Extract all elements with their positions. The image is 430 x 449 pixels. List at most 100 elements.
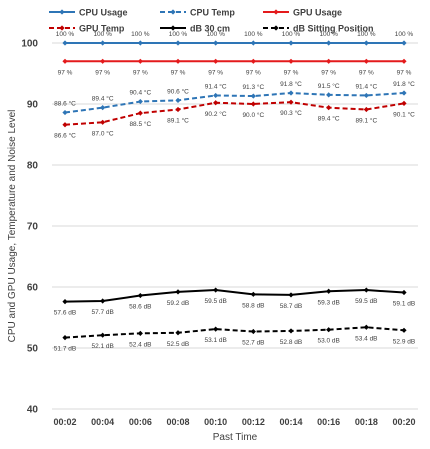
data-label: 100 %	[56, 31, 75, 38]
data-point	[401, 58, 407, 64]
x-axis-title: Past Time	[213, 432, 258, 443]
legend-label: CPU Usage	[79, 8, 128, 18]
y-tick-label: 50	[27, 344, 39, 355]
data-point	[62, 335, 68, 341]
data-label: 97 %	[397, 69, 412, 76]
series-line	[64, 92, 405, 114]
x-tick-label: 00:14	[279, 417, 302, 427]
data-label: 59.5 dB	[204, 298, 226, 305]
series-lines	[62, 40, 407, 341]
legend-marker	[273, 25, 279, 31]
data-label: 91.5 °C	[318, 82, 340, 90]
data-point	[100, 298, 106, 304]
y-tick-label: 100	[21, 39, 38, 50]
x-tick-label: 00:20	[392, 417, 415, 427]
series-cpu-temp	[62, 90, 407, 116]
data-label: 59.5 dB	[355, 298, 377, 305]
x-tick-label: 00:16	[317, 417, 340, 427]
data-point	[213, 100, 219, 106]
data-point	[250, 40, 256, 46]
data-point	[288, 58, 294, 64]
data-point	[175, 330, 181, 336]
data-point	[363, 106, 369, 113]
data-point	[363, 324, 369, 330]
data-point	[363, 40, 369, 46]
x-tick-label: 00:18	[355, 417, 378, 427]
legend-item: dB Sitting Position	[263, 24, 374, 34]
data-label: 91.3 °C	[242, 83, 264, 91]
series-gpu-temp	[62, 99, 407, 128]
data-point	[326, 327, 332, 333]
y-tick-label: 40	[27, 405, 39, 416]
data-label: 91.4 °C	[205, 82, 227, 90]
data-label: 53.1 dB	[204, 337, 226, 344]
data-point	[363, 58, 369, 64]
data-point	[213, 326, 219, 332]
data-point	[175, 97, 181, 103]
data-label: 100 %	[206, 31, 225, 38]
data-label: 59.1 dB	[393, 300, 415, 307]
data-point	[137, 330, 143, 336]
data-point	[401, 289, 407, 296]
data-point	[288, 328, 294, 334]
data-point	[62, 122, 68, 128]
data-label: 89.4 °C	[92, 95, 114, 103]
legend-item: GPU Temp	[49, 24, 125, 34]
data-point	[250, 101, 256, 107]
data-point	[250, 328, 256, 335]
data-label: 97 %	[359, 69, 374, 76]
data-label: 89.1 °C	[167, 116, 189, 124]
data-point	[175, 106, 181, 113]
x-tick-label: 00:12	[242, 417, 265, 427]
data-point	[288, 90, 294, 96]
data-label: 100 %	[395, 31, 414, 38]
data-point	[62, 58, 68, 64]
x-tick-label: 00:04	[91, 417, 114, 427]
data-point	[175, 58, 181, 64]
data-label: 86.6 °C	[54, 132, 76, 140]
legend-marker	[170, 9, 176, 15]
data-point	[213, 287, 219, 293]
series-db-30-cm	[62, 287, 407, 305]
data-point	[175, 40, 181, 46]
data-point	[326, 92, 332, 98]
data-point	[401, 90, 407, 96]
legend-item: GPU Usage	[263, 8, 342, 18]
data-point	[401, 100, 407, 106]
x-tick-label: 00:08	[166, 417, 189, 427]
data-label: 97 %	[58, 69, 73, 76]
data-label: 97 %	[171, 69, 186, 76]
data-labels: 100 % 100 % 100 % 100 % 100 % 100 % 100 % 100 %…	[54, 31, 415, 353]
x-tick-label: 00:10	[204, 417, 227, 427]
legend-marker	[59, 25, 65, 31]
series-line	[64, 101, 405, 126]
data-point	[213, 40, 219, 46]
data-label: 51.7 dB	[54, 346, 76, 353]
data-point	[326, 288, 332, 294]
data-label: 97 %	[246, 69, 261, 76]
data-label: 87.0 °C	[92, 129, 114, 137]
data-point	[326, 40, 332, 46]
data-label: 57.7 dB	[91, 309, 113, 316]
data-point	[100, 40, 106, 46]
data-point	[250, 291, 256, 297]
data-point	[401, 40, 407, 46]
legend-label: dB Sitting Position	[293, 24, 374, 34]
data-label: 100 %	[357, 31, 376, 38]
series-line	[64, 289, 405, 303]
legend: CPU Usage CPU Temp GPU Usage GPU Temp dB 30 …	[49, 8, 374, 34]
data-point	[62, 299, 68, 305]
data-label: 97 %	[133, 69, 148, 76]
y-axis-title: CPU and GPU Usage, Temperature and Noise…	[7, 110, 18, 343]
data-label: 52.9 dB	[393, 338, 415, 345]
data-label: 88.5 °C	[129, 120, 151, 128]
data-label: 58.8 dB	[242, 302, 264, 309]
legend-marker	[273, 9, 279, 15]
legend-label: GPU Temp	[79, 24, 125, 34]
data-label: 90.0 °C	[242, 111, 264, 119]
legend-marker	[59, 9, 65, 15]
data-point	[62, 109, 68, 116]
data-label: 90.1 °C	[393, 110, 415, 118]
data-label: 59.2 dB	[167, 300, 189, 307]
data-label: 58.7 dB	[280, 303, 302, 310]
